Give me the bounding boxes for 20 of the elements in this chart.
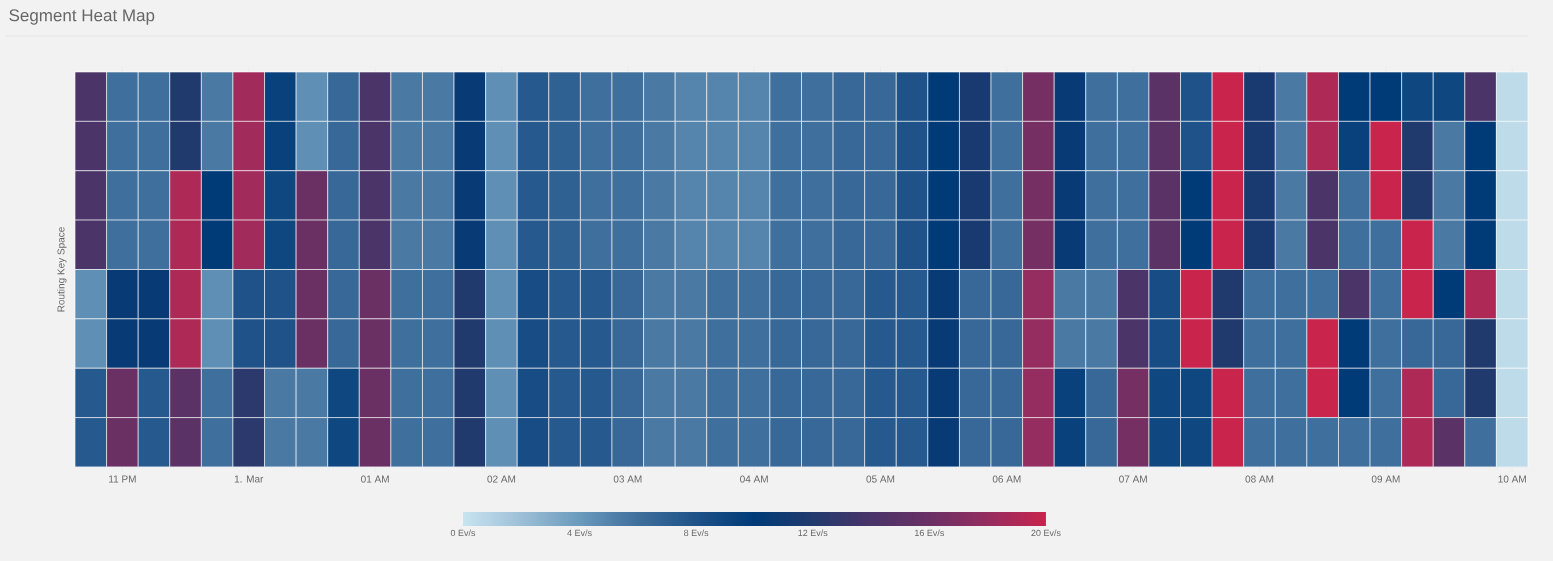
color-bar-label: 4 Ev/s	[567, 529, 592, 537]
color-bar-label: 8 Ev/s	[684, 529, 709, 537]
x-tick-label: 1. Mar	[234, 475, 264, 483]
y-axis-title: Routing Key Space	[57, 227, 67, 312]
x-tick-label: 01 AM	[361, 475, 389, 483]
x-tick-label: 09 AM	[1371, 475, 1400, 483]
x-tick-label: 07 AM	[1119, 475, 1147, 483]
x-tick-label: 02 AM	[487, 475, 516, 483]
x-tick-label: 06 AM	[992, 475, 1021, 483]
x-tick-label: 10 AM	[1498, 475, 1526, 483]
x-tick-label: 04 AM	[740, 475, 768, 483]
x-tick-label: 11 PM	[109, 475, 136, 483]
chart-title: Segment Heat Map	[9, 9, 155, 25]
color-bar-label: 12 Ev/s	[798, 529, 828, 537]
x-tick-label: 08 AM	[1245, 475, 1274, 483]
color-bar-label: 16 Ev/s	[915, 529, 945, 537]
x-tick-label: 03 AM	[613, 475, 642, 483]
color-bar-label: 20 Ev/s	[1031, 529, 1061, 537]
color-bar-label: 0 Ev/s	[450, 529, 476, 537]
x-tick-label: 05 AM	[866, 475, 895, 483]
